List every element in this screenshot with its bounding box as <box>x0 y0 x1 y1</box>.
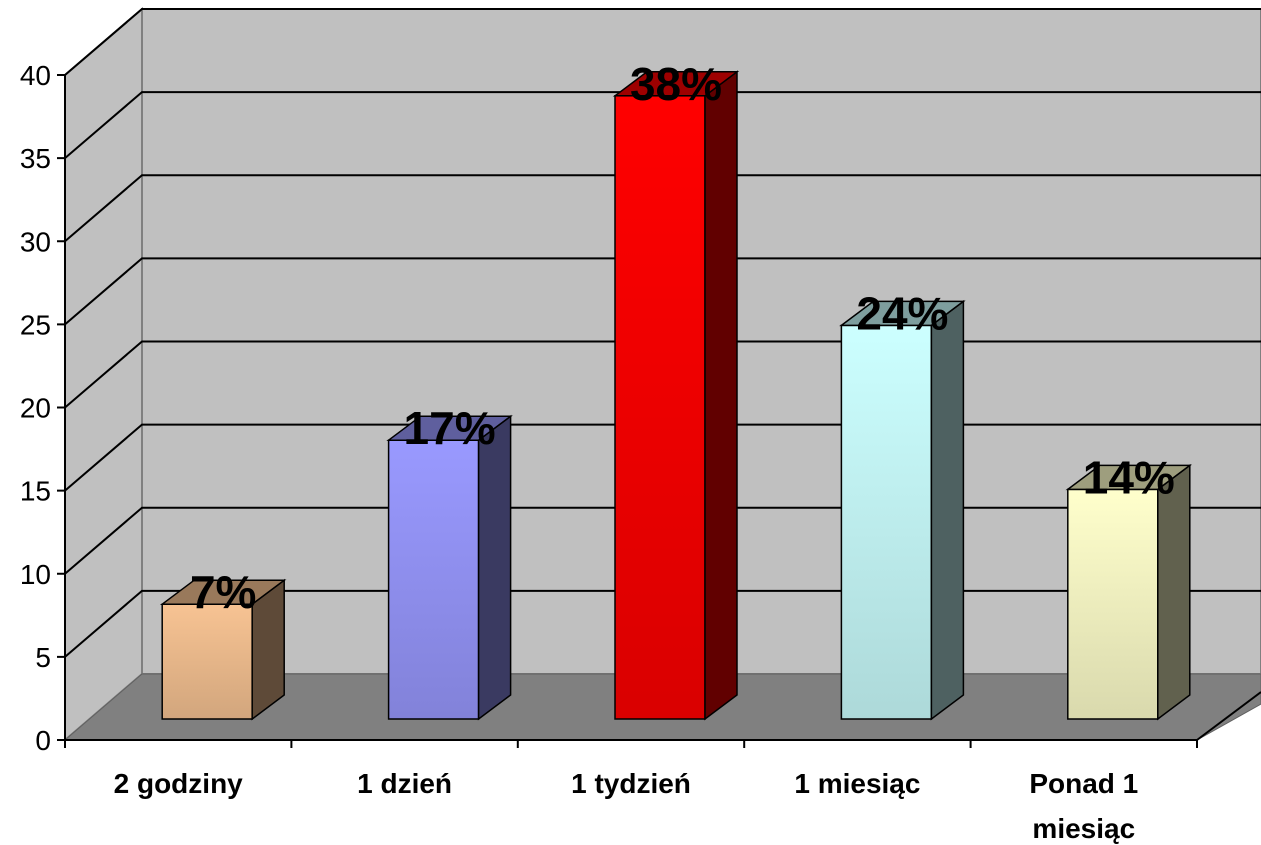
bar-2 <box>386 414 513 721</box>
y-tick-labels: 0 5 10 15 20 25 30 35 40 <box>20 60 51 756</box>
bar-top <box>839 300 966 327</box>
bar-front <box>387 439 480 720</box>
x-tick-label: 2 godziny <box>114 768 244 799</box>
bar-1 <box>159 578 287 721</box>
bar-top <box>386 415 513 441</box>
x-tick-labels: 2 godziny 1 dzień 1 tydzień 1 miesiąc Ponad … <box>114 768 1139 844</box>
bar-front <box>840 324 933 720</box>
bar-front <box>614 95 706 720</box>
data-labels: 7% 17% 38% 24% 14% <box>190 58 1175 618</box>
data-label: 24% <box>856 287 948 339</box>
y-tick-label: 10 <box>20 559 51 590</box>
data-label: 17% <box>404 402 496 454</box>
bar-5 <box>1065 463 1193 721</box>
gridline-35 <box>64 91 1261 159</box>
data-label: 38% <box>630 58 722 110</box>
bar-top <box>159 579 287 605</box>
x-tick-label: Ponad 1 miesiąc <box>1029 768 1138 844</box>
bar-top <box>612 71 740 97</box>
x-tick-label: 1 miesiąc <box>794 768 920 799</box>
bar-side <box>930 299 965 721</box>
bar-3 <box>612 70 740 721</box>
data-label: 7% <box>190 566 256 618</box>
gridline-30 <box>64 174 1261 243</box>
bar-side <box>1157 463 1191 721</box>
bars <box>159 70 1193 721</box>
bar-side <box>477 414 512 721</box>
gridline-40 <box>64 8 1261 76</box>
gridline-25 <box>64 257 1261 326</box>
y-tick-label: 5 <box>35 642 51 673</box>
x-tick-label: 1 tydzień <box>571 768 691 799</box>
y-tick-label: 0 <box>35 725 51 756</box>
floor-edge <box>1196 691 1261 741</box>
bar-front <box>161 603 253 720</box>
bar-4 <box>839 299 966 721</box>
bar-top <box>1065 464 1193 491</box>
y-tick-label: 30 <box>20 226 51 257</box>
bar-side <box>704 70 738 721</box>
y-tick-label: 15 <box>20 476 51 507</box>
y-tick-label: 40 <box>20 60 51 91</box>
y-tick-label: 25 <box>20 309 51 340</box>
x-tick-label: 1 dzień <box>357 768 452 799</box>
data-label: 14% <box>1083 451 1175 503</box>
axes <box>57 74 1261 748</box>
y-tick-label: 20 <box>20 393 51 424</box>
bar-front <box>1067 488 1159 720</box>
y-tick-label: 35 <box>20 143 51 174</box>
